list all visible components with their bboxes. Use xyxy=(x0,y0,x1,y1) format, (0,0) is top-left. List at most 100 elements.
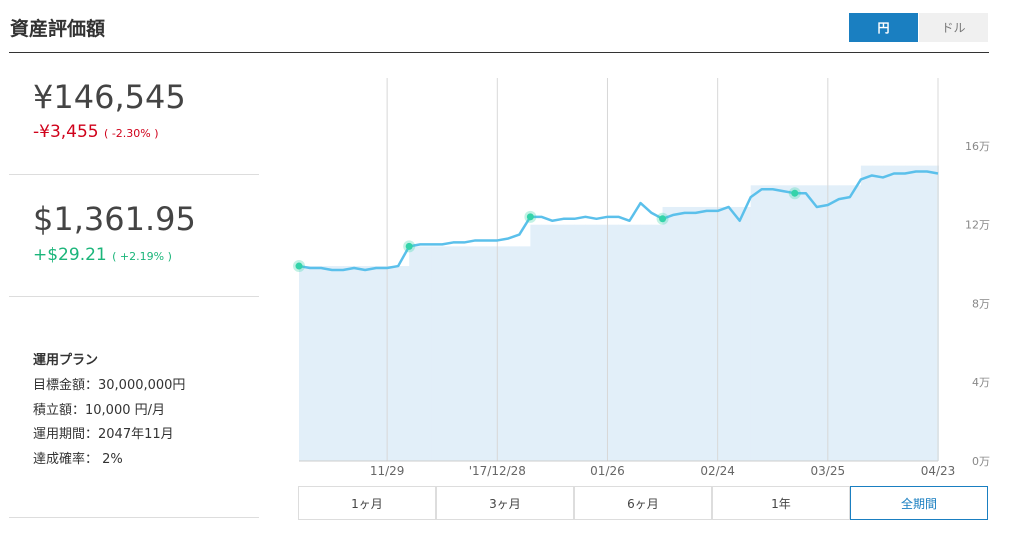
usd-change: +$29.21 ( +2.19% ) xyxy=(33,245,172,265)
deposit-step xyxy=(343,266,355,461)
x-tick-label: 11/29 xyxy=(370,464,405,478)
deposit-step xyxy=(695,206,708,461)
deposit-step xyxy=(464,246,476,461)
usd-change-amount: +$29.21 xyxy=(33,245,107,265)
deposit-step xyxy=(618,224,631,461)
deposit-step xyxy=(442,246,454,461)
plan-line: 運用期間：2047年11月 xyxy=(33,427,174,442)
deposit-step xyxy=(926,165,939,461)
deposit-step xyxy=(332,266,344,461)
x-tick-label: 02/24 xyxy=(700,464,735,478)
x-tick-label: 03/25 xyxy=(811,464,846,478)
deposit-step xyxy=(552,224,564,461)
deposit-step xyxy=(409,246,421,461)
deposit-step xyxy=(519,246,531,461)
deposit-step xyxy=(717,206,730,461)
deposit-step xyxy=(530,224,542,461)
divider xyxy=(9,296,259,297)
deposit-step xyxy=(431,246,443,461)
deposit-step xyxy=(684,206,697,461)
currency-option[interactable]: 円 xyxy=(849,13,918,42)
deposit-step xyxy=(420,246,432,461)
divider xyxy=(9,174,259,175)
period-button[interactable]: 1年 xyxy=(712,486,850,520)
currency-option[interactable]: ドル xyxy=(919,13,988,42)
deposit-step xyxy=(453,246,465,461)
deposit-step xyxy=(827,185,840,461)
deposit-step xyxy=(508,246,520,461)
usd-value: $1,361.95 xyxy=(33,200,196,238)
deposit-step xyxy=(475,246,487,461)
deposit-step xyxy=(310,266,322,461)
value-line xyxy=(298,170,939,272)
deposit-step xyxy=(871,165,884,461)
deposit-step xyxy=(761,185,774,461)
deposit-step xyxy=(915,165,928,461)
deposit-step xyxy=(376,266,388,461)
jpy-change-amount: -¥3,455 xyxy=(33,122,99,142)
deposit-marker xyxy=(526,213,534,221)
deposit-step xyxy=(739,206,752,461)
deposit-step xyxy=(673,206,686,461)
deposit-step xyxy=(662,206,675,461)
deposit-step xyxy=(398,266,410,461)
deposit-step xyxy=(772,185,785,461)
deposit-step xyxy=(728,206,741,461)
period-button[interactable]: 3ヶ月 xyxy=(436,486,574,520)
jpy-change-pct: ( -2.30% ) xyxy=(104,127,159,140)
deposit-step xyxy=(706,206,719,461)
jpy-value: ¥146,545 xyxy=(33,78,186,116)
jpy-change: -¥3,455 ( -2.30% ) xyxy=(33,122,159,142)
y-tick-label: 0万 xyxy=(972,455,990,468)
deposit-marker xyxy=(791,189,799,197)
plan-line: 達成確率： 2% xyxy=(33,451,123,467)
deposit-step xyxy=(816,185,829,461)
deposit-step xyxy=(629,224,642,461)
period-button[interactable]: 6ヶ月 xyxy=(574,486,712,520)
deposit-step xyxy=(860,165,873,461)
deposit-step xyxy=(354,266,366,461)
page-title: 資産評価額 xyxy=(10,18,106,40)
usd-change-pct: ( +2.19% ) xyxy=(112,250,172,263)
x-tick-label: 04/23 xyxy=(921,464,956,478)
deposit-step xyxy=(838,185,851,461)
y-tick-label: 8万 xyxy=(972,297,990,310)
deposit-step xyxy=(486,246,498,461)
period-button[interactable]: 1ヶ月 xyxy=(298,486,436,520)
deposit-step xyxy=(563,224,575,461)
deposit-step xyxy=(541,224,553,461)
divider xyxy=(9,517,259,518)
deposit-step xyxy=(882,165,895,461)
deposit-step xyxy=(585,224,597,461)
deposit-step xyxy=(794,185,807,461)
deposit-step xyxy=(321,266,333,461)
deposit-step xyxy=(893,165,906,461)
deposit-marker xyxy=(659,215,667,223)
plan-line: 目標金額：30,000,000円 xyxy=(33,378,186,393)
y-tick-label: 16万 xyxy=(965,140,990,153)
deposit-step xyxy=(640,224,653,461)
deposit-step xyxy=(365,266,377,461)
deposit-step xyxy=(497,246,509,461)
deposit-step xyxy=(607,224,619,461)
header-rule xyxy=(9,52,989,53)
deposit-step xyxy=(574,224,586,461)
x-tick-label: 01/26 xyxy=(590,464,625,478)
y-tick-label: 12万 xyxy=(965,219,990,232)
deposit-step xyxy=(805,185,818,461)
deposit-step xyxy=(596,224,608,461)
deposit-marker xyxy=(405,242,413,250)
x-tick-label: '17/12/28 xyxy=(469,464,526,478)
deposit-step xyxy=(783,185,796,461)
period-button[interactable]: 全期間 xyxy=(850,486,988,520)
deposit-step xyxy=(651,224,664,461)
deposit-marker xyxy=(295,262,303,270)
deposit-step xyxy=(904,165,917,461)
deposit-step xyxy=(750,185,763,461)
deposit-step xyxy=(849,185,862,461)
y-tick-label: 4万 xyxy=(972,376,990,389)
plan-line: 積立額：10,000 円/月 xyxy=(33,402,165,418)
plan-title: 運用プラン xyxy=(33,353,99,368)
